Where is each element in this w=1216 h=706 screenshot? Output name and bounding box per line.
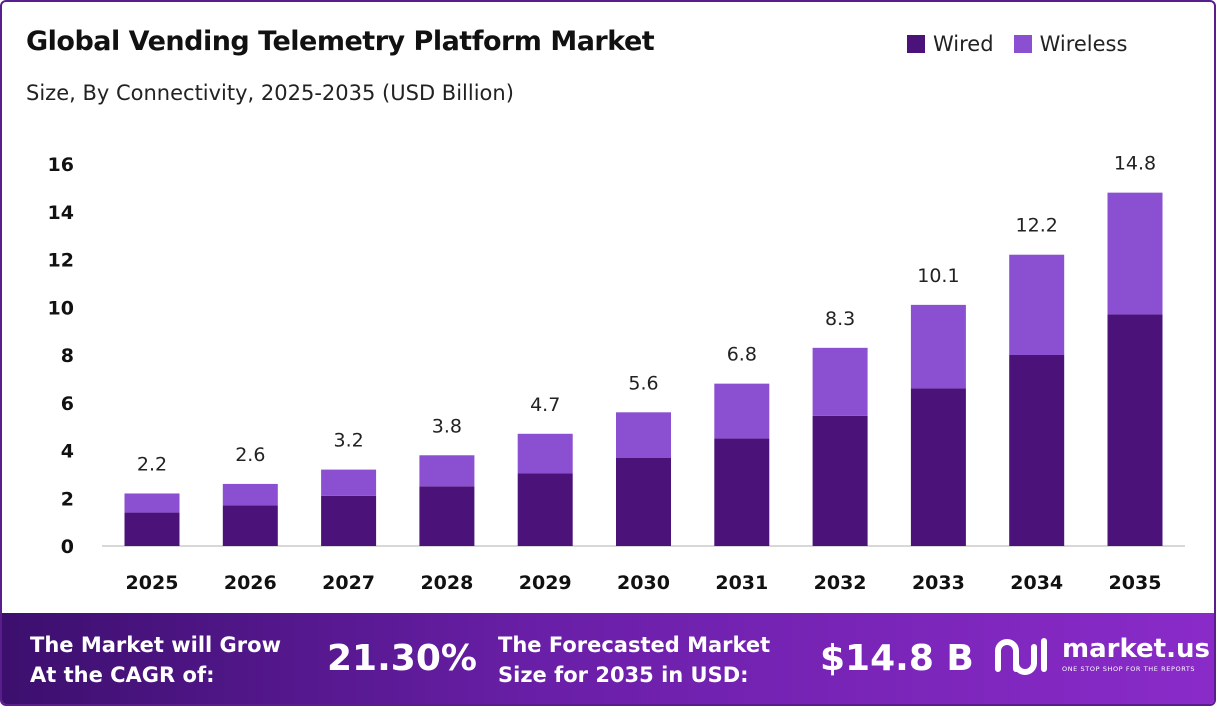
logo-tagline: ONE STOP SHOP FOR THE REPORTS: [1062, 664, 1196, 673]
data-label-2035: 14.8: [1114, 153, 1156, 175]
y-tick-label: 4: [61, 441, 74, 463]
y-tick-label: 2: [61, 488, 74, 510]
summary-banner: The Market will Grow At the CAGR of: 21.…: [2, 613, 1214, 704]
data-label-2034: 12.2: [1016, 215, 1058, 237]
bar-wired-2035: [1107, 314, 1163, 546]
forecast-value: $14.8 B: [820, 638, 974, 679]
bar-wireless-2025: [124, 493, 180, 513]
forecast-label-line1: The Forecasted Market: [498, 633, 771, 657]
x-tick-label-2032: 2032: [814, 572, 867, 594]
y-tick-label: 12: [48, 250, 74, 272]
bar-wired-2031: [714, 438, 770, 546]
market-us-logo-icon: [995, 638, 1047, 675]
bar-wired-2027: [321, 495, 377, 546]
y-tick-label: 6: [61, 393, 74, 415]
bar-wireless-2026: [222, 483, 278, 506]
data-label-2025: 2.2: [137, 453, 167, 475]
x-tick-label-2029: 2029: [519, 572, 572, 594]
x-tick-label-2034: 2034: [1010, 572, 1063, 594]
chart-subtitle: Size, By Connectivity, 2025-2035 (USD Bi…: [26, 81, 514, 105]
bar-wireless-2034: [1009, 254, 1065, 355]
bar-wireless-2027: [321, 469, 377, 496]
logo-name: market.us: [1062, 633, 1210, 664]
data-label-2031: 6.8: [727, 344, 757, 366]
x-tick-label-2026: 2026: [224, 572, 277, 594]
forecast-label-line2: Size for 2035 in USD:: [498, 663, 749, 687]
legend-item-wired: Wired: [907, 32, 994, 56]
data-label-2030: 5.6: [628, 372, 658, 394]
cagr-label: The Market will Grow At the CAGR of:: [30, 630, 281, 690]
legend-label-wireless: Wireless: [1039, 32, 1128, 56]
bar-wireless-2030: [616, 412, 671, 458]
legend-label-wired: Wired: [933, 32, 994, 56]
bar-chart: 0 2 4 6 8 10 12 14 16 2.2 2025 2.6 2026 3.2 2027 3.8 202…: [48, 153, 1185, 594]
data-label-2033: 10.1: [917, 265, 959, 287]
y-tick-label: 14: [48, 202, 74, 224]
x-tick-label-2028: 2028: [420, 572, 473, 594]
x-tick-label-2027: 2027: [322, 572, 375, 594]
bar-wired-2028: [419, 486, 475, 546]
data-label-2032: 8.3: [825, 308, 855, 330]
y-tick-label: 0: [61, 536, 74, 558]
data-label-2029: 4.7: [530, 394, 560, 416]
bar-wireless-2035: [1107, 192, 1163, 315]
bar-wired-2025: [124, 512, 180, 546]
cagr-label-line1: The Market will Grow: [30, 633, 281, 657]
y-tick-label: 16: [48, 154, 74, 176]
bar-wired-2033: [910, 388, 966, 546]
bar-wireless-2032: [812, 347, 868, 416]
bar-wireless-2029: [517, 433, 573, 474]
x-tick-label-2033: 2033: [912, 572, 965, 594]
legend-item-wireless: Wireless: [1013, 32, 1128, 56]
x-tick-label-2030: 2030: [617, 572, 670, 594]
bar-wired-2026: [222, 505, 278, 546]
x-tick-label-2031: 2031: [715, 572, 768, 594]
bar-wireless-2033: [910, 304, 966, 389]
x-tick-label-2035: 2035: [1109, 572, 1162, 594]
bar-wired-2030: [616, 457, 671, 546]
data-label-2027: 3.2: [333, 430, 363, 452]
legend: Wired Wireless: [907, 32, 1127, 56]
data-label-2028: 3.8: [432, 415, 462, 437]
cagr-value: 21.30%: [327, 638, 477, 679]
bar-wireless-2031: [714, 383, 770, 439]
y-tick-label: 8: [61, 345, 74, 367]
legend-swatch-wired: [907, 35, 925, 53]
data-label-2026: 2.6: [235, 444, 265, 466]
legend-swatch-wireless: [1013, 35, 1032, 53]
bar-wired-2034: [1009, 355, 1065, 546]
forecast-label: The Forecasted Market Size for 2035 in U…: [498, 630, 770, 690]
chart-title: Global Vending Telemetry Platform Market: [26, 26, 655, 57]
y-tick-label: 10: [48, 297, 74, 319]
cagr-label-line2: At the CAGR of:: [30, 663, 215, 687]
bar-wireless-2028: [419, 455, 475, 487]
x-tick-label-2025: 2025: [126, 572, 179, 594]
market-us-logo: market.us ONE STOP SHOP FOR THE REPORTS: [994, 633, 1210, 675]
bar-wired-2032: [812, 415, 868, 546]
bar-wired-2029: [517, 473, 573, 546]
